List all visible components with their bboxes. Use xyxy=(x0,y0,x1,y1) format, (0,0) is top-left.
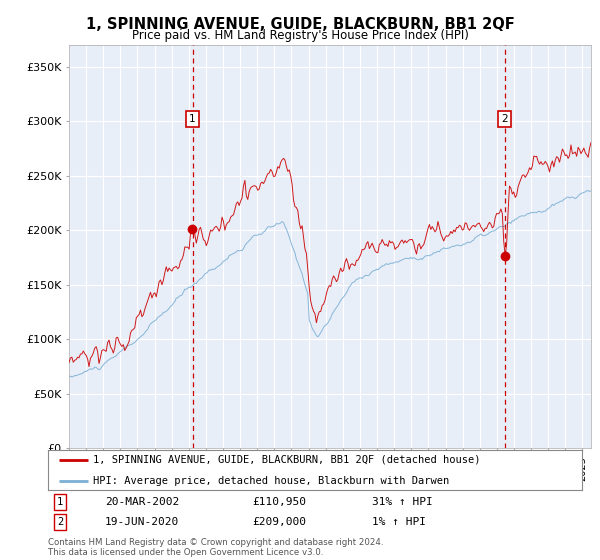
Text: 2: 2 xyxy=(502,114,508,124)
Text: £110,950: £110,950 xyxy=(252,497,306,507)
Text: 1, SPINNING AVENUE, GUIDE, BLACKBURN, BB1 2QF (detached house): 1, SPINNING AVENUE, GUIDE, BLACKBURN, BB… xyxy=(94,455,481,465)
Text: 31% ↑ HPI: 31% ↑ HPI xyxy=(372,497,433,507)
Text: HPI: Average price, detached house, Blackburn with Darwen: HPI: Average price, detached house, Blac… xyxy=(94,476,449,486)
Text: 19-JUN-2020: 19-JUN-2020 xyxy=(105,517,179,527)
Text: 1% ↑ HPI: 1% ↑ HPI xyxy=(372,517,426,527)
Text: Price paid vs. HM Land Registry's House Price Index (HPI): Price paid vs. HM Land Registry's House … xyxy=(131,29,469,42)
Text: 1: 1 xyxy=(57,497,63,507)
Text: 1, SPINNING AVENUE, GUIDE, BLACKBURN, BB1 2QF: 1, SPINNING AVENUE, GUIDE, BLACKBURN, BB… xyxy=(86,17,514,32)
Text: £209,000: £209,000 xyxy=(252,517,306,527)
Text: Contains HM Land Registry data © Crown copyright and database right 2024.
This d: Contains HM Land Registry data © Crown c… xyxy=(48,538,383,557)
Text: 20-MAR-2002: 20-MAR-2002 xyxy=(105,497,179,507)
Text: 2: 2 xyxy=(57,517,63,527)
Text: 1: 1 xyxy=(189,114,196,124)
